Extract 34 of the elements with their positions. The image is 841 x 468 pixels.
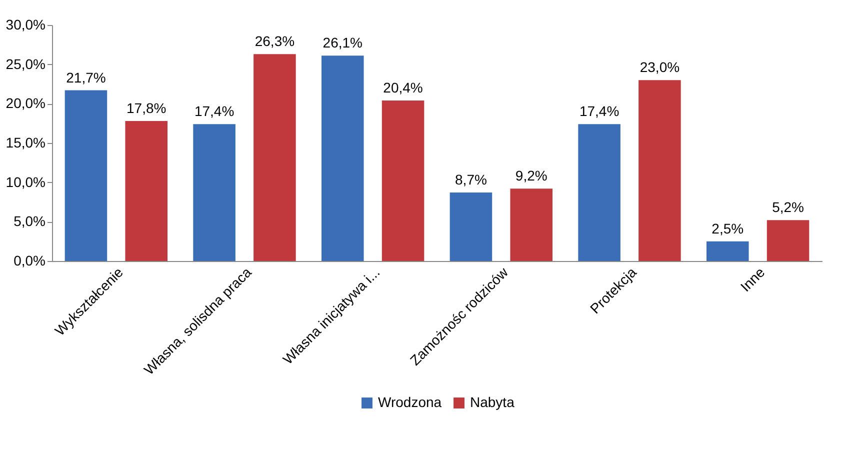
bar bbox=[766, 220, 810, 261]
bar bbox=[193, 124, 236, 261]
x-tick-label: Inne bbox=[737, 264, 768, 295]
data-label: 26,3% bbox=[254, 33, 295, 50]
data-label: 17,4% bbox=[194, 103, 234, 120]
data-label: 21,7% bbox=[66, 69, 106, 86]
data-label: 20,4% bbox=[383, 80, 423, 96]
bar bbox=[64, 90, 108, 261]
y-tick-label: 20,0% bbox=[6, 95, 46, 112]
bar bbox=[706, 241, 749, 261]
y-tick-label: 10,0% bbox=[6, 174, 46, 190]
bar bbox=[254, 54, 296, 261]
bar bbox=[382, 100, 424, 261]
y-tick-label: 0,0% bbox=[14, 252, 46, 268]
data-label: 26,1% bbox=[322, 34, 362, 51]
y-tick-label: 15,0% bbox=[6, 134, 46, 150]
bar bbox=[322, 56, 364, 261]
data-label: 5,2% bbox=[772, 199, 804, 216]
bar bbox=[638, 80, 681, 261]
y-tick-label: 30,0% bbox=[6, 16, 46, 32]
bar bbox=[450, 192, 492, 261]
data-label: 23,0% bbox=[640, 59, 680, 76]
data-label: 2,5% bbox=[712, 220, 744, 236]
data-label: 8,7% bbox=[455, 172, 487, 188]
bar bbox=[125, 120, 168, 261]
bar bbox=[510, 188, 552, 261]
y-tick-label: 5,0% bbox=[14, 213, 46, 230]
legend-label: Nabyta bbox=[470, 394, 515, 410]
legend-label: Wrodzona bbox=[378, 394, 442, 410]
bar bbox=[578, 124, 620, 261]
data-label: 17,4% bbox=[579, 103, 620, 120]
y-tick-label: 25,0% bbox=[6, 56, 46, 72]
data-label: 9,2% bbox=[515, 168, 548, 184]
data-label: 17,8% bbox=[126, 100, 166, 116]
